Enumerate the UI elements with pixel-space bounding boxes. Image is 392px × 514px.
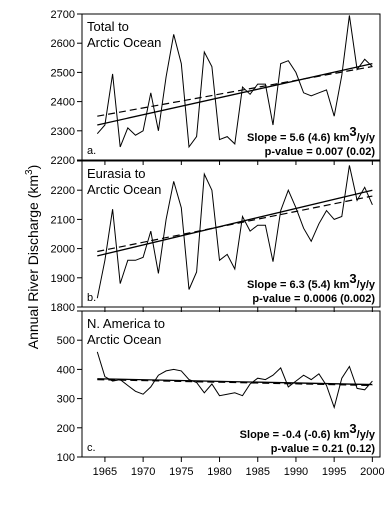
x-tick-label: 1990 <box>284 466 308 478</box>
y-axis-label-sup: 3 <box>24 169 35 175</box>
slope-sup: 3 <box>349 124 356 139</box>
slope-text: Slope = 5.6 (4.6) km3/y/y <box>247 124 376 144</box>
panel-frame <box>81 160 381 308</box>
pvalue-text: p-value = 0.21 (0.12) <box>271 443 376 455</box>
slope-value: Slope = 6.3 (5.4) km <box>247 279 350 291</box>
x-tick-label: 2000 <box>360 466 384 478</box>
slope-unit: /y/y <box>357 429 376 441</box>
x-tick-label: 1995 <box>322 466 346 478</box>
y-axis-label: Annual River Discharge (km3) <box>24 165 41 350</box>
panel-letter: b. <box>87 292 96 304</box>
x-tick-label: 1970 <box>131 466 155 478</box>
pvalue-text: p-value = 0.0006 (0.002) <box>252 293 375 305</box>
y-tick-label: 300 <box>57 394 75 406</box>
pvalue-text: p-value = 0.007 (0.02) <box>265 146 376 158</box>
panel-letter: c. <box>87 442 96 454</box>
panel-frame <box>81 310 381 458</box>
x-tick-label: 1975 <box>169 466 193 478</box>
y-axis-label-close: ) <box>25 165 41 170</box>
x-tick-label: 1985 <box>246 466 270 478</box>
x-tick-label: 1965 <box>93 466 117 478</box>
panel-title-line: Arctic Ocean <box>87 332 161 347</box>
slope-unit: /y/y <box>357 132 376 144</box>
y-tick-label: 400 <box>57 364 75 376</box>
panel-title-line: Eurasia to <box>87 166 146 181</box>
x-tick-label: 1980 <box>207 466 231 478</box>
slope-value: Slope = -0.4 (-0.6) km <box>240 429 350 441</box>
panel-title-line: Arctic Ocean <box>87 182 161 197</box>
y-tick-label: 500 <box>57 335 75 347</box>
panel-frame <box>81 13 381 161</box>
trend-line-solid <box>97 63 373 126</box>
y-tick-label: 2300 <box>51 126 75 138</box>
panel-title-line: Arctic Ocean <box>87 35 161 50</box>
slope-sup: 3 <box>349 421 356 436</box>
y-tick-label: 2400 <box>51 97 75 109</box>
trend-line-dashed <box>97 379 373 387</box>
y-tick-label: 2500 <box>51 67 75 79</box>
slope-text: Slope = 6.3 (5.4) km3/y/y <box>247 271 376 291</box>
y-tick-label: 2200 <box>51 185 75 197</box>
y-tick-label: 2200 <box>51 155 75 167</box>
y-tick-label: 200 <box>57 423 75 435</box>
series-line <box>96 15 373 149</box>
series-line <box>96 351 373 410</box>
trend-line-solid <box>97 378 373 386</box>
y-tick-label: 1900 <box>51 273 75 285</box>
y-tick-label: 2700 <box>51 9 75 21</box>
slope-unit: /y/y <box>357 279 376 291</box>
y-tick-label: 2100 <box>51 214 75 226</box>
y-tick-label: 2600 <box>51 38 75 50</box>
panel-title-line: N. America to <box>87 316 165 331</box>
trend-line-solid <box>97 189 373 257</box>
slope-value: Slope = 5.6 (4.6) km <box>247 132 350 144</box>
series-line <box>96 165 373 299</box>
panel-title-line: Total to <box>87 19 129 34</box>
trend-line-dashed <box>97 195 373 253</box>
slope-sup: 3 <box>349 271 356 286</box>
trend-line-dashed <box>97 65 373 117</box>
y-tick-label: 1800 <box>51 302 75 314</box>
slope-text: Slope = -0.4 (-0.6) km3/y/y <box>240 421 376 441</box>
panel-letter: a. <box>87 145 96 157</box>
y-axis-label-text: Annual River Discharge (km <box>25 175 41 349</box>
y-tick-label: 2000 <box>51 244 75 256</box>
y-tick-label: 100 <box>57 452 75 464</box>
